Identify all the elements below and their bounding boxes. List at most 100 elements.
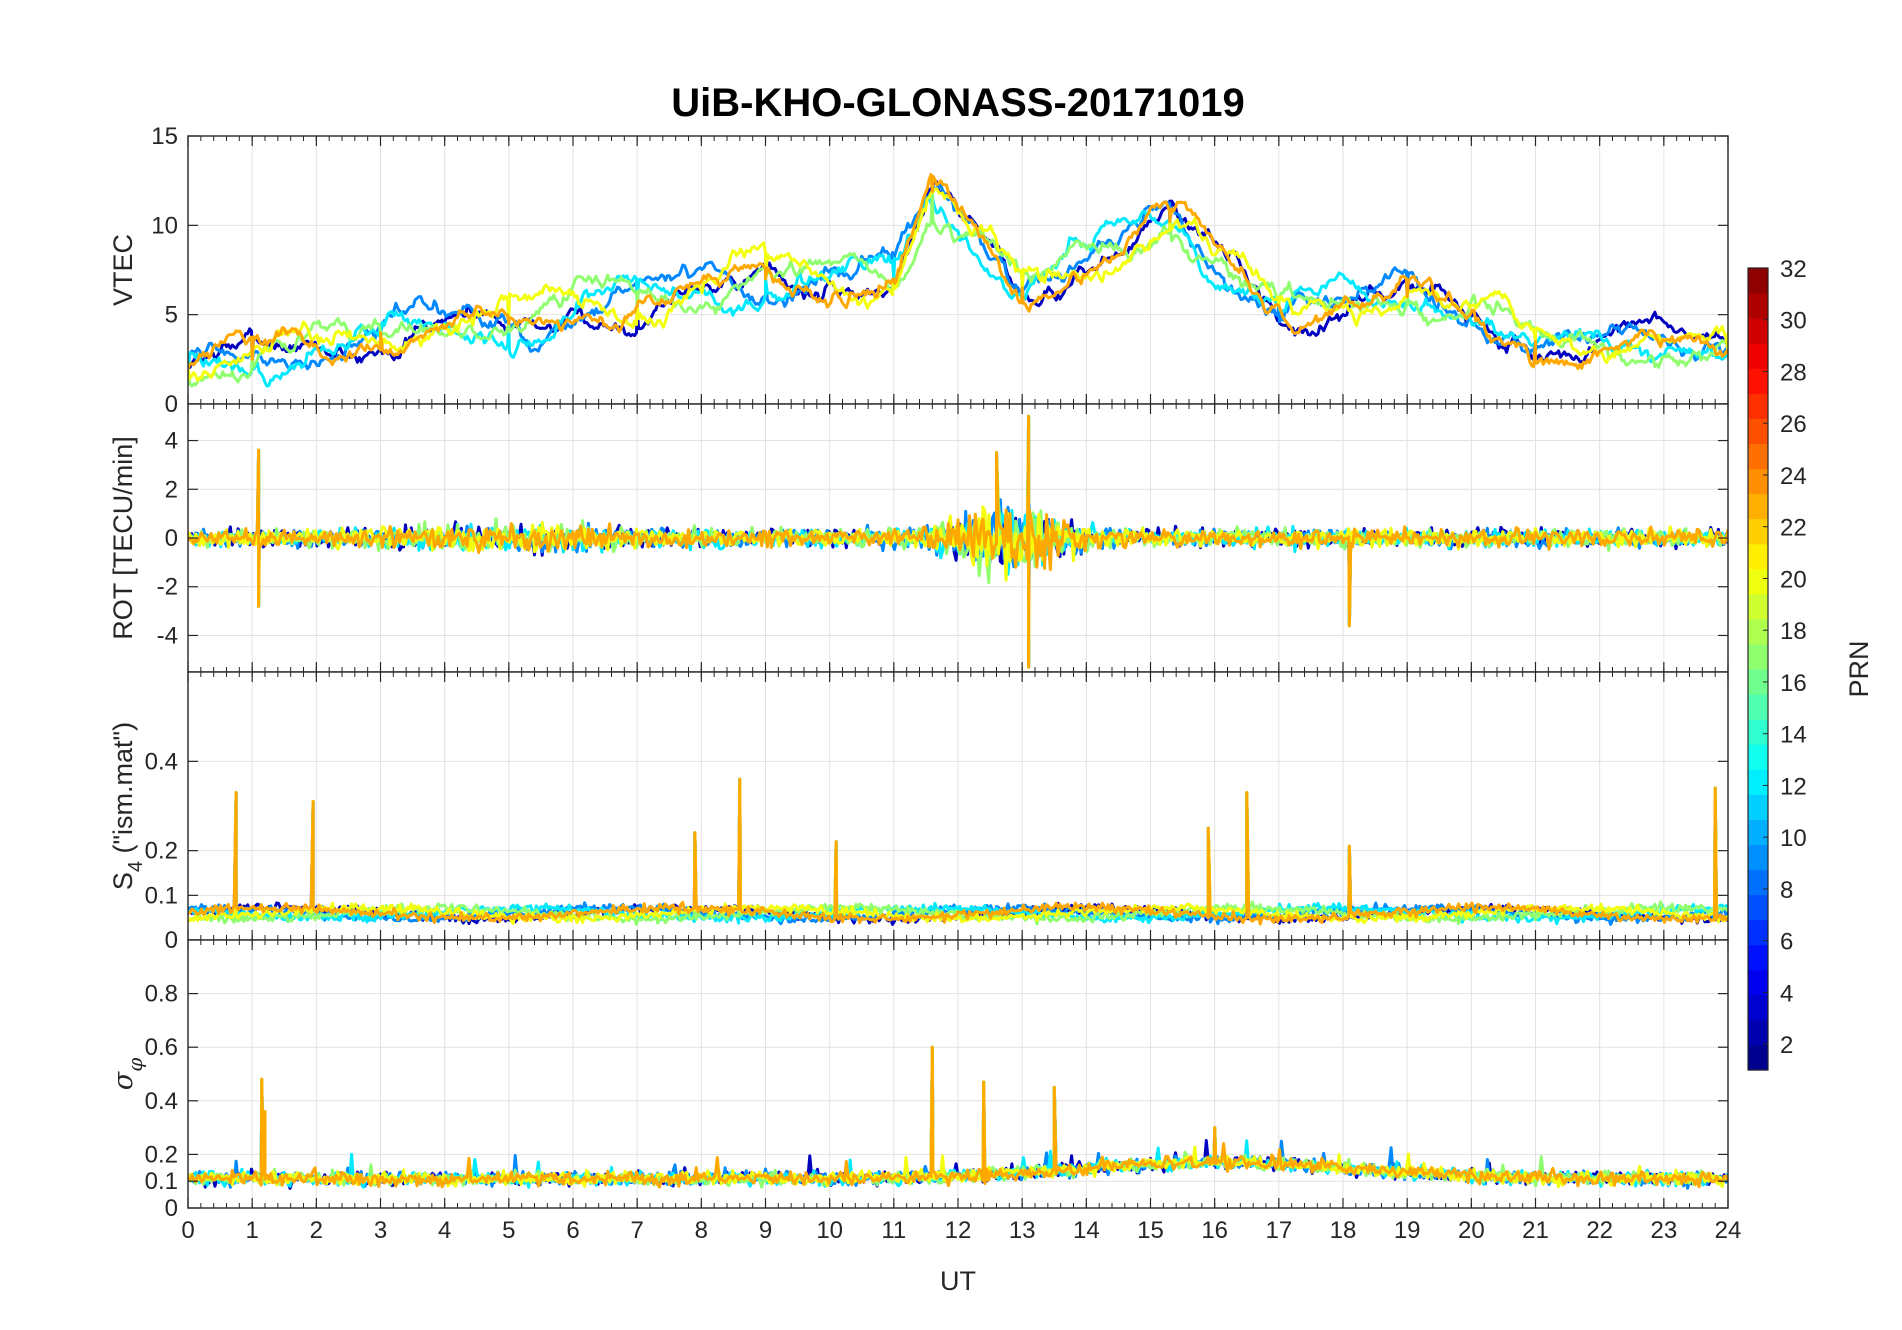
y-tick-label: 0 [165, 525, 178, 552]
colorbar-segment [1748, 543, 1768, 570]
x-tick-label: 8 [695, 1217, 708, 1244]
x-tick-label: 16 [1201, 1217, 1228, 1244]
colorbar-segment [1748, 1044, 1768, 1071]
panel-frame [187, 939, 1729, 1209]
colorbar-tick-label: 28 [1780, 359, 1807, 386]
y-tick-label: 0.1 [145, 882, 178, 909]
y-tick-label: -4 [157, 622, 178, 649]
colorbar-segment [1748, 994, 1768, 1021]
x-tick-label: 20 [1458, 1217, 1485, 1244]
y-tick-label: 0.2 [145, 838, 178, 865]
colorbar-segment [1748, 493, 1768, 520]
x-tick-label: 7 [630, 1217, 643, 1244]
y-axis-label: S4 ("ism.mat") [108, 722, 147, 890]
colorbar-segment [1748, 1019, 1768, 1046]
colorbar-segment [1748, 643, 1768, 670]
series-prn-23 [188, 172, 1728, 371]
colorbar-segment [1748, 368, 1768, 394]
colorbar-tick-label: 6 [1780, 929, 1793, 956]
colorbar-segment [1748, 418, 1768, 445]
series-group [188, 172, 1728, 388]
x-tick-label: 24 [1715, 1217, 1742, 1244]
y-axis-label: VTEC [108, 234, 138, 306]
series-prn-17 [188, 189, 1728, 388]
colorbar-segment [1748, 694, 1768, 720]
x-tick-label: 4 [438, 1217, 451, 1244]
colorbar-segment [1748, 819, 1768, 846]
colorbar-frame [1747, 267, 1769, 1071]
colorbar-segment [1748, 568, 1768, 595]
colorbar-segment [1748, 919, 1768, 946]
x-axis-label: UT [940, 1266, 976, 1296]
colorbar-segment [1748, 618, 1768, 645]
colorbar-tick-label: 32 [1780, 256, 1807, 283]
y-tick-label: 0 [165, 1195, 178, 1222]
x-tick-label: 0 [181, 1217, 194, 1244]
colorbar-segment [1748, 794, 1768, 820]
y-tick-label: 0 [165, 927, 178, 954]
panel-3: 0 0.1 0.2 0.4S4 ("ism.mat") [108, 671, 1729, 954]
x-tick-label: 21 [1522, 1217, 1549, 1244]
x-tick-label: 22 [1586, 1217, 1613, 1244]
x-tick-label: 19 [1394, 1217, 1421, 1244]
y-tick-label: -2 [157, 574, 178, 601]
colorbar-tick-label: 2 [1780, 1032, 1793, 1059]
x-tick-label: 9 [759, 1217, 772, 1244]
colorbar-segment [1748, 969, 1768, 996]
series-group [188, 777, 1728, 926]
x-tick-label: 11 [881, 1217, 906, 1244]
colorbar-tick-label: 4 [1780, 980, 1793, 1007]
colorbar-label: PRN [1844, 640, 1874, 697]
y-axis-label: ROT [TECU/min] [108, 436, 138, 640]
colorbar-segment [1748, 719, 1768, 745]
y-tick-label: 0 [165, 391, 178, 418]
colorbar-segment [1748, 293, 1768, 319]
y-tick-label: 0.1 [145, 1168, 178, 1195]
colorbar-segment [1748, 744, 1768, 770]
x-tick-label: 1 [245, 1217, 258, 1244]
colorbar-segment [1748, 593, 1768, 620]
colorbar-segment [1748, 844, 1768, 871]
colorbar-segment [1748, 944, 1768, 971]
x-tick-label: 3 [374, 1217, 387, 1244]
colorbar-segment [1748, 318, 1768, 344]
panel-2: -4 -2 0 2 4 ROT [TECU/min] [108, 403, 1729, 673]
colorbar-tick-label: 18 [1780, 618, 1807, 645]
colorbar-segment [1748, 393, 1768, 419]
series-group [188, 414, 1728, 669]
colorbar-tick-label: 10 [1780, 825, 1807, 852]
x-tick-label: 17 [1265, 1217, 1292, 1244]
colorbar-segment [1748, 669, 1768, 695]
panel-1: 0 5 10 15 VTEC [108, 123, 1729, 418]
colorbar-tick-label: 30 [1780, 308, 1807, 335]
series-group [188, 1045, 1728, 1190]
series-prn-23 [188, 414, 1728, 669]
y-axis-label: σφ [108, 1058, 147, 1090]
colorbar-tick-label: 8 [1780, 877, 1793, 904]
x-tick-label: 2 [310, 1217, 323, 1244]
colorbar-tick-label: 26 [1780, 411, 1807, 438]
x-tick-label: 6 [566, 1217, 579, 1244]
colorbar-segment [1748, 468, 1768, 495]
colorbar-segment [1748, 894, 1768, 921]
y-tick-label: 0.4 [145, 748, 178, 775]
colorbar-tick-label: 22 [1780, 515, 1807, 542]
y-tick-label: 2 [165, 476, 178, 503]
chart-title: UiB-KHO-GLONASS-20171019 [671, 81, 1245, 125]
colorbar-tick-label: 14 [1780, 722, 1807, 749]
x-tick-label: 23 [1650, 1217, 1677, 1244]
y-tick-label: 0.2 [145, 1141, 178, 1168]
x-tick-label: 12 [945, 1217, 972, 1244]
y-tick-label: 5 [165, 302, 178, 329]
y-tick-label: 15 [151, 123, 178, 150]
series-prn-20 [188, 777, 1728, 925]
x-tick-label: 13 [1009, 1217, 1036, 1244]
x-tick-label: 15 [1137, 1217, 1164, 1244]
y-tick-label: 4 [165, 428, 178, 455]
colorbar-segment [1748, 769, 1768, 795]
y-tick-label: 0.4 [145, 1088, 178, 1115]
series-prn-23 [188, 1045, 1728, 1189]
